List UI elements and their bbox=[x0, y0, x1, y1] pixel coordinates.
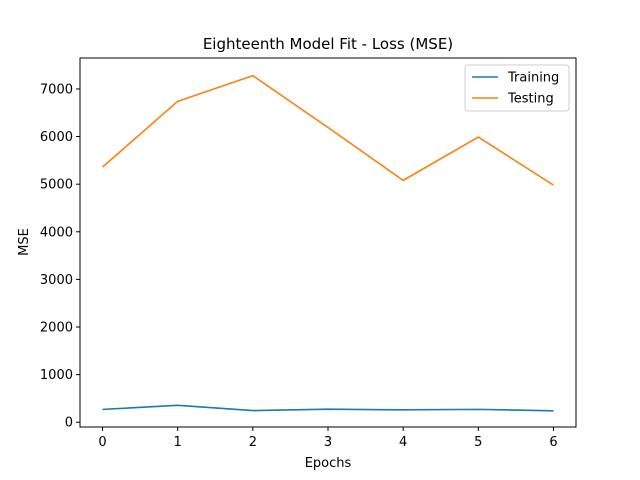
y-tick-label: 4000 bbox=[40, 225, 73, 240]
chart-title: Eighteenth Model Fit - Loss (MSE) bbox=[203, 35, 453, 53]
y-tick-label: 5000 bbox=[40, 178, 73, 193]
y-tick-label: 1000 bbox=[40, 368, 73, 383]
x-axis: 0 1 2 3 4 5 6 bbox=[98, 427, 558, 450]
y-tick-label: 3000 bbox=[40, 273, 73, 288]
y-tick-label: 7000 bbox=[40, 82, 73, 97]
y-tick-label: 0 bbox=[65, 416, 73, 431]
series-line-testing bbox=[102, 74, 554, 186]
y-tick-label: 2000 bbox=[40, 321, 73, 336]
plot-area bbox=[102, 74, 554, 412]
x-tick-label: 5 bbox=[474, 435, 482, 450]
legend-label-testing: Testing bbox=[507, 92, 554, 107]
plot-frame bbox=[79, 57, 577, 428]
series-line-training bbox=[102, 404, 554, 412]
x-tick-label: 2 bbox=[249, 435, 257, 450]
x-axis-label: Epochs bbox=[305, 456, 352, 471]
y-axis-label: MSE bbox=[17, 228, 32, 256]
x-tick-label: 6 bbox=[549, 435, 557, 450]
y-axis: 0 1000 2000 3000 4000 5000 6000 7000 bbox=[40, 82, 80, 431]
x-tick-label: 1 bbox=[174, 435, 182, 450]
x-tick-label: 4 bbox=[399, 435, 407, 450]
legend-label-training: Training bbox=[507, 71, 559, 86]
legend: Training Testing bbox=[464, 64, 570, 112]
x-tick-label: 0 bbox=[98, 435, 106, 450]
x-tick-label: 3 bbox=[324, 435, 332, 450]
y-tick-label: 6000 bbox=[40, 130, 73, 145]
